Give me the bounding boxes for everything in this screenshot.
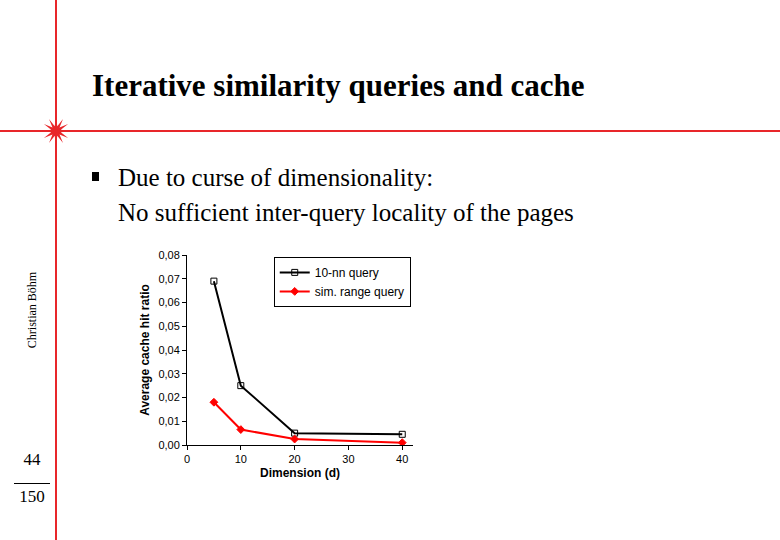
svg-text:Average cache hit ratio: Average cache hit ratio (138, 284, 152, 416)
html-text:No sufficient inter-query loca: No sufficient inter-query locality of th… (118, 199, 574, 226)
svg-text:0,04: 0,04 (158, 344, 179, 356)
svg-text:0: 0 (184, 453, 190, 465)
svg-text:0,06: 0,06 (158, 296, 179, 308)
svg-text:0,00: 0,00 (158, 439, 179, 451)
html-text:150: 150 (19, 487, 45, 506)
svg-text:20: 20 (288, 453, 300, 465)
svg-text:40: 40 (396, 453, 408, 465)
svg-text:10: 10 (235, 453, 247, 465)
svg-text:Dimension (d): Dimension (d) (260, 466, 340, 480)
svg-text:10-nn query: 10-nn query (315, 266, 379, 280)
svg-text:30: 30 (342, 453, 354, 465)
svg-text:0,05: 0,05 (158, 320, 179, 332)
svg-text:0,08: 0,08 (158, 249, 179, 261)
svg-text:0,07: 0,07 (158, 273, 179, 285)
svg-text:0,03: 0,03 (158, 368, 179, 380)
svg-text:sim. range query: sim. range query (315, 285, 404, 299)
html-text:44: 44 (23, 450, 41, 469)
svg-text:0,01: 0,01 (158, 415, 179, 427)
html-text:Iterative similarity queries a: Iterative similarity queries and cache (92, 68, 585, 103)
html-text:Due to curse of dimensionality: Due to curse of dimensionality: (118, 164, 434, 191)
svg-text:0,02: 0,02 (158, 391, 179, 403)
html-text:Christian Böhm: Christian Böhm (24, 271, 39, 349)
